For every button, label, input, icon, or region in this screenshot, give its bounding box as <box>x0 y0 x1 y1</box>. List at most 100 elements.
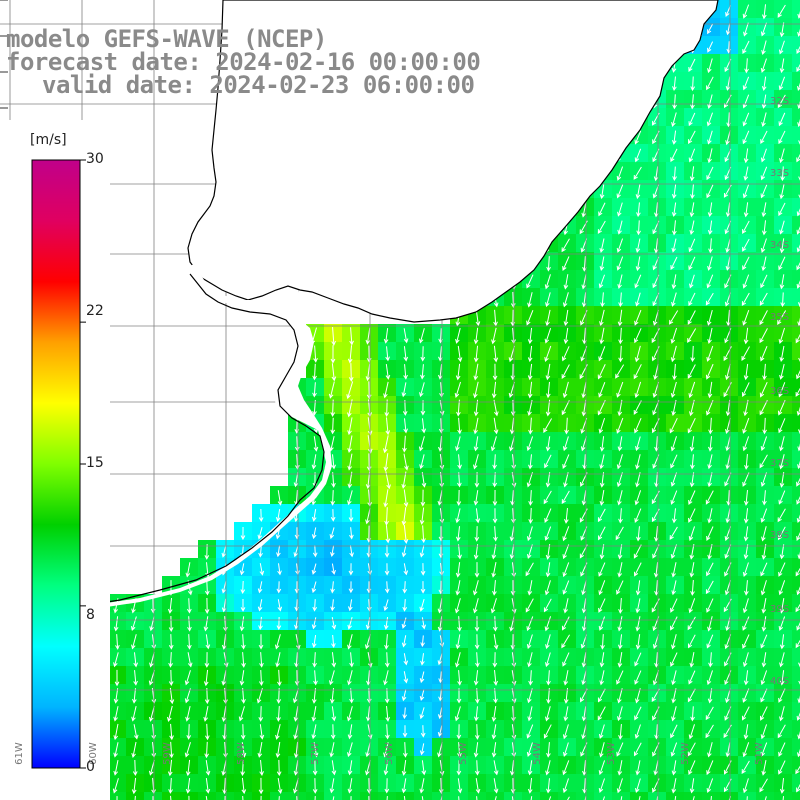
wind-arrow <box>457 345 463 363</box>
wind-arrow <box>670 256 678 270</box>
wind-arrow <box>133 670 138 686</box>
wind-speed-cell <box>720 792 739 800</box>
wind-arrow <box>742 436 750 452</box>
wind-arrow <box>331 652 337 668</box>
wind-arrow <box>331 634 336 649</box>
wind-arrow <box>313 436 319 452</box>
wind-arrow <box>743 508 749 524</box>
wind-arrow <box>475 508 481 524</box>
wind-arrow <box>384 507 389 526</box>
wind-arrow <box>797 118 800 128</box>
wind-speed-cell <box>792 666 800 685</box>
wind-arrow <box>670 742 678 757</box>
wind-arrow <box>311 509 317 522</box>
wind-arrow <box>759 706 768 721</box>
wind-arrow <box>347 345 353 364</box>
wind-arrow <box>761 526 767 542</box>
wind-arrow <box>707 23 714 35</box>
wind-arrow <box>474 562 480 578</box>
wind-arrow <box>474 526 480 542</box>
wind-arrow <box>598 562 606 577</box>
colorbar-tick-15: 15 <box>86 455 104 471</box>
wind-arrow <box>456 724 462 740</box>
wind-arrow <box>690 94 695 110</box>
wind-arrow <box>635 184 641 200</box>
wind-arrow <box>671 292 677 307</box>
wind-arrow <box>599 309 605 327</box>
wind-speed-cell <box>792 702 800 721</box>
wind-arrow <box>780 166 785 182</box>
wind-arrow <box>384 563 390 576</box>
wind-arrow <box>401 545 407 558</box>
wind-arrow <box>527 688 533 704</box>
wind-arrow <box>656 796 659 800</box>
wind-arrow <box>688 292 696 307</box>
wind-arrow <box>133 724 139 740</box>
wind-speed-cell <box>792 720 800 739</box>
wind-arrow <box>257 581 263 594</box>
wind-arrow <box>797 11 800 19</box>
wind-arrow <box>493 670 499 686</box>
wind-arrow <box>203 706 209 722</box>
wind-arrow <box>778 382 786 398</box>
wind-arrow <box>617 220 623 235</box>
wind-arrow <box>707 220 713 235</box>
wind-arrow <box>185 778 191 794</box>
wind-arrow <box>527 363 533 381</box>
wind-arrow <box>760 148 767 163</box>
wind-arrow <box>347 435 353 453</box>
wind-speed-cell <box>342 792 361 800</box>
wind-arrow <box>562 256 570 271</box>
wind-arrow <box>707 58 713 74</box>
wind-arrow <box>762 363 767 381</box>
wind-arrow <box>457 472 462 488</box>
wind-arrow <box>634 148 642 163</box>
wind-arrow <box>761 616 767 632</box>
wind-arrow <box>742 112 750 127</box>
wind-arrow <box>257 741 263 758</box>
wind-arrow <box>294 670 300 686</box>
wind-arrow <box>437 598 443 614</box>
wind-arrow <box>670 454 678 469</box>
wind-arrow <box>350 796 352 800</box>
model-name: modelo GEFS-WAVE (NCEP) <box>6 25 327 53</box>
wind-arrow <box>330 599 335 612</box>
wind-speed-cell <box>414 792 433 800</box>
wind-arrow <box>526 310 534 326</box>
wind-arrow <box>347 760 353 776</box>
wind-arrow <box>599 454 605 470</box>
wind-arrow <box>635 598 641 614</box>
wind-arrow <box>798 680 800 685</box>
wind-arrow <box>311 688 317 704</box>
wind-arrow <box>742 688 750 703</box>
wind-arrow <box>796 532 800 541</box>
wind-arrow <box>635 292 641 307</box>
wind-arrow <box>383 742 389 758</box>
wind-arrow <box>346 381 354 400</box>
wind-arrow <box>617 202 623 217</box>
wind-arrow <box>634 274 642 289</box>
wind-arrow <box>347 670 353 686</box>
wind-arrow <box>618 327 623 345</box>
wind-arrow <box>133 652 139 668</box>
wind-arrow <box>687 418 696 434</box>
wind-arrow <box>761 112 767 128</box>
colorbar-tick-30: 30 <box>86 151 104 167</box>
wind-arrow <box>276 759 282 777</box>
wind-arrow <box>562 652 570 667</box>
wind-arrow <box>760 166 768 181</box>
wind-arrow <box>705 724 714 739</box>
wind-arrow <box>420 346 426 362</box>
wind-arrow <box>797 428 800 435</box>
wind-arrow <box>779 148 785 164</box>
wind-arrow <box>383 489 389 508</box>
wind-arrow <box>688 112 696 127</box>
latitude-label: 39S <box>770 604 790 615</box>
wind-arrow <box>599 652 605 668</box>
longitude-label: 53W <box>605 742 617 765</box>
wind-arrow <box>599 327 605 345</box>
wind-arrow <box>725 399 731 417</box>
wind-arrow <box>457 454 462 470</box>
wind-arrow <box>278 796 280 800</box>
wind-arrow <box>687 634 696 649</box>
